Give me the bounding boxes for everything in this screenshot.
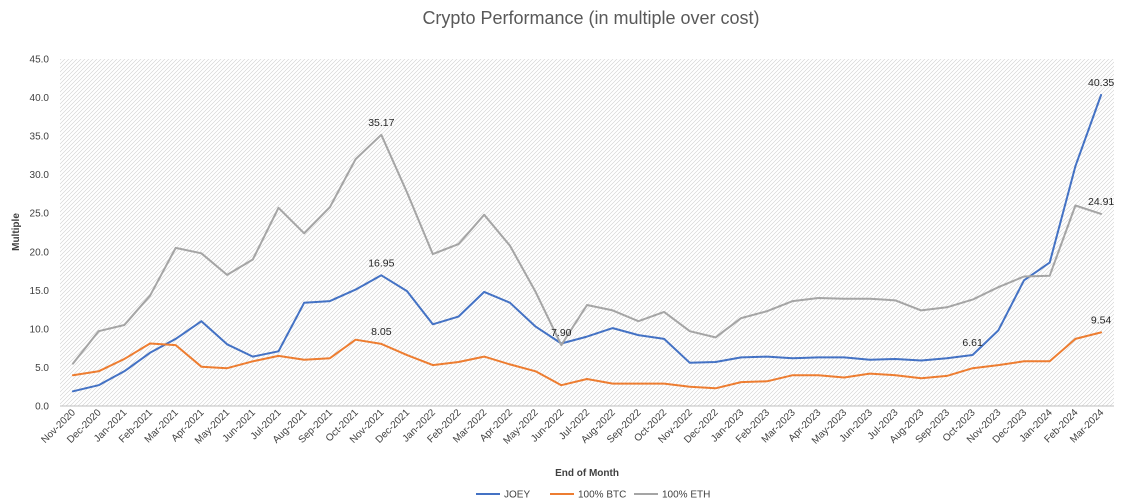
chart-title: Crypto Performance (in multiple over cos… <box>422 8 759 28</box>
plot-area <box>60 59 1114 406</box>
data-labels: 16.95 6.61 40.35 8.05 9.54 35.17 7.90 24.91 <box>368 77 1114 349</box>
data-label: 6.61 <box>962 337 983 349</box>
y-tick-label: 15.0 <box>30 286 50 297</box>
y-tick-label: 40.0 <box>30 93 50 104</box>
data-label: 40.35 <box>1088 77 1114 89</box>
legend-item: 100% BTC <box>550 490 626 501</box>
y-tick-label: 30.0 <box>30 170 50 181</box>
legend-label: JOEY <box>504 490 530 501</box>
series-line-100-btc <box>71 331 1103 390</box>
data-label: 24.91 <box>1088 196 1114 208</box>
legend: JOEY 100% BTC 100% ETH <box>476 490 710 501</box>
y-tick-label: 0.0 <box>35 402 49 413</box>
legend-item: JOEY <box>476 490 530 501</box>
y-tick-label: 10.0 <box>30 324 50 335</box>
data-label: 16.95 <box>368 257 394 269</box>
series-line-joey <box>71 93 1103 393</box>
y-tick-label: 20.0 <box>30 247 50 258</box>
y-axis-title: Multiple <box>11 213 22 251</box>
legend-label: 100% ETH <box>662 490 710 501</box>
y-tick-label: 35.0 <box>30 132 50 143</box>
y-tick-label: 45.0 <box>30 55 50 66</box>
data-label: 8.05 <box>371 326 392 338</box>
legend-label: 100% BTC <box>578 490 626 501</box>
series-line-100-eth <box>71 133 1103 365</box>
data-label: 7.90 <box>551 327 572 339</box>
y-axis: 0.0 5.0 10.0 15.0 20.0 25.0 30.0 35.0 40.0 45.0 <box>30 55 1114 413</box>
series-lines <box>71 93 1103 393</box>
y-tick-label: 5.0 <box>35 363 49 374</box>
data-label: 35.17 <box>368 117 394 129</box>
data-label: 9.54 <box>1091 314 1112 326</box>
x-axis-title: End of Month <box>555 468 619 479</box>
legend-item: 100% ETH <box>634 490 710 501</box>
y-tick-label: 25.0 <box>30 209 50 220</box>
